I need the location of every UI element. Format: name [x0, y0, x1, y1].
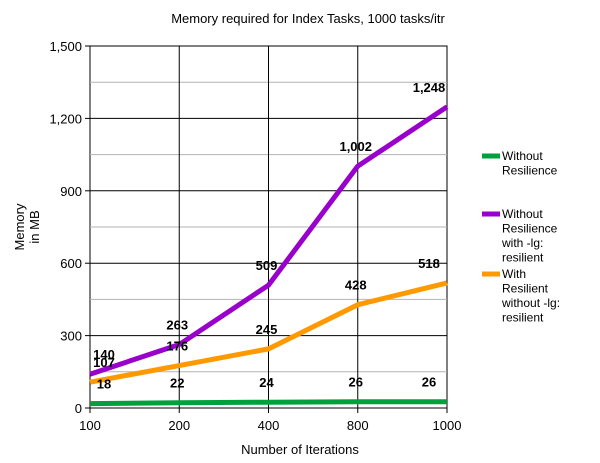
series-line-1 [89, 399, 447, 407]
data-label-s2-2: 263 [166, 318, 188, 333]
x-tick-label: 1000 [433, 418, 462, 433]
x-axis-ticks: 100 200 400 800 1000 [79, 418, 461, 433]
x-tick-label: 100 [79, 418, 101, 433]
y-tick-label: 1,200 [49, 111, 82, 126]
legend-label-3: With Resilient without -lg: resilient [501, 267, 560, 325]
y-axis-label-text: Memoryin MB [12, 203, 42, 250]
data-label-s2-3: 509 [256, 258, 278, 273]
data-label-s1-5: 26 [422, 375, 436, 390]
x-tick-label: 200 [168, 418, 190, 433]
data-label-s1-1: 18 [97, 377, 111, 392]
data-label-s3-1: 107 [93, 355, 115, 370]
y-axis-label: Memoryin MB [12, 203, 42, 250]
series-line-3 [89, 280, 448, 385]
y-tick-label: 300 [60, 329, 82, 344]
data-label-s3-2: 176 [166, 339, 188, 354]
data-label-s1-4: 26 [349, 375, 363, 390]
gridlines [85, 45, 448, 413]
legend: Without Resilience Without Resilience with -… [482, 149, 560, 325]
legend-label-1: Without Resilience [502, 149, 558, 178]
data-label-s3-3: 245 [256, 322, 278, 337]
data-label-s1-2: 22 [170, 376, 184, 391]
data-label-s2-1: 140 [93, 347, 115, 362]
data-label-s3-4: 428 [345, 278, 367, 293]
y-tick-label: 600 [60, 256, 82, 271]
chart-title: Memory required for Index Tasks, 1000 ta… [171, 11, 445, 26]
y-tick-label: 900 [60, 184, 82, 199]
x-axis-label: Number of Iterations [241, 442, 359, 457]
series-line-2 [89, 104, 449, 377]
data-label-s2-5: 1,248 [413, 80, 446, 95]
x-tick-label: 400 [258, 418, 280, 433]
data-label-s1-3: 24 [259, 375, 274, 390]
data-labels: 18 22 24 26 26 140 263 509 1,002 1,248 107 176 245 42… [93, 80, 445, 392]
y-tick-label: 1,500 [49, 39, 82, 54]
series-lines [89, 104, 449, 407]
x-tick-label: 800 [347, 418, 369, 433]
data-label-s2-4: 1,002 [339, 139, 372, 154]
y-axis-ticks: 0 300 600 900 1,200 1,500 [49, 39, 82, 416]
data-label-s3-5: 518 [418, 256, 440, 271]
y-tick-label: 0 [75, 401, 82, 416]
legend-label-2: Without Resilience with -lg: resilient [501, 207, 558, 265]
